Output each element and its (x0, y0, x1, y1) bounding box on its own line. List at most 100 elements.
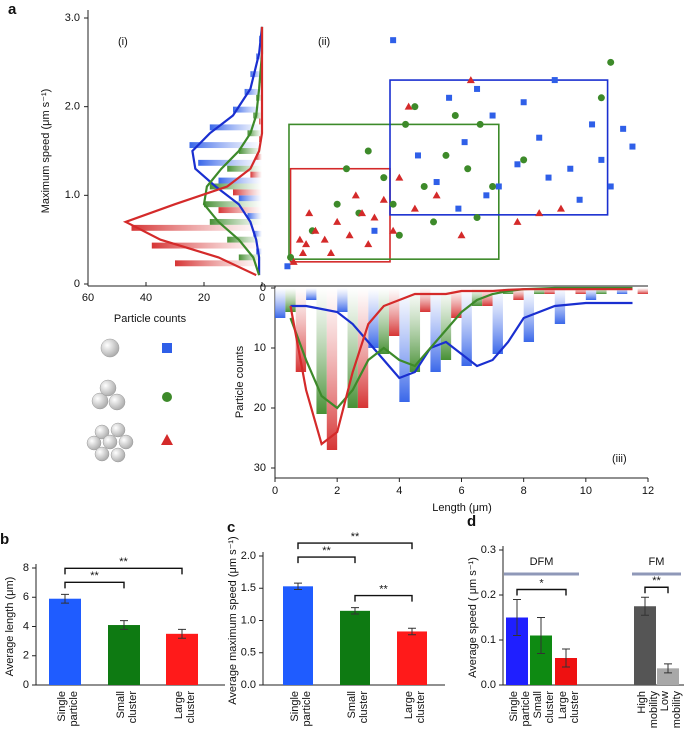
hist-bar (461, 288, 472, 366)
hist-bar (218, 177, 262, 184)
point (598, 156, 605, 163)
hist-bar (337, 288, 348, 312)
hist-bar (233, 189, 262, 196)
label-line: cluster (127, 691, 139, 727)
hist-bar (238, 195, 262, 202)
hist-bar (189, 142, 262, 149)
hist-bar (175, 260, 262, 267)
x-tick-label: Single particle (508, 691, 532, 730)
hist-bar (256, 153, 262, 160)
hist-bar (218, 207, 262, 214)
point (389, 200, 397, 208)
group-label: DFM (530, 556, 554, 568)
bar (108, 625, 140, 685)
sphere (118, 434, 134, 450)
fit-curve (202, 26, 264, 276)
point (302, 240, 311, 248)
fit-curve (191, 26, 264, 276)
legend-marker (162, 392, 172, 402)
x-tick-label: Large cluster (403, 691, 427, 727)
hist-bar (131, 224, 262, 231)
x-axis-label: Length (μm) (432, 502, 492, 514)
significance-bracket (64, 581, 125, 589)
point (342, 165, 350, 173)
hist-bar (227, 236, 262, 243)
y-tick-label: 0.0 (241, 679, 256, 691)
label-line: Single (56, 691, 68, 722)
point (514, 161, 521, 168)
hist-bar (227, 165, 262, 172)
hist-bar (378, 288, 389, 354)
point (430, 218, 438, 226)
hist-bar (233, 106, 262, 113)
bar (340, 610, 370, 685)
x-tick-label: Single particle (56, 691, 80, 730)
point (390, 37, 397, 44)
label-line: Small (115, 691, 127, 719)
hist-bar (326, 288, 338, 450)
y-tick-label: 0.0 (481, 679, 496, 691)
hist-bar (420, 288, 431, 312)
point (311, 226, 320, 234)
point (411, 103, 419, 111)
label-line: cluster (569, 691, 581, 727)
y-tick-label: 3.0 (65, 12, 80, 24)
point (410, 204, 419, 212)
x-tick-label: Large cluster (557, 691, 581, 727)
bar (657, 668, 679, 685)
label-line: Large (557, 691, 569, 719)
x-tick-label: High mobility (636, 691, 660, 732)
point (364, 147, 372, 155)
point (457, 231, 466, 239)
y-axis-label: Average length (μm) (4, 577, 16, 677)
y-tick-label: 4 (23, 620, 29, 632)
point (442, 151, 450, 159)
point (545, 174, 552, 181)
point (607, 58, 615, 66)
error-bar (294, 582, 302, 591)
hist-bar (247, 130, 262, 137)
y-tick-label: 2.0 (65, 101, 80, 113)
hist-bar (238, 148, 262, 154)
significance-label: ** (652, 575, 661, 587)
hist-bar (250, 171, 262, 178)
label-line: Single (289, 691, 301, 722)
x-tick-label: Low mobility (659, 691, 683, 732)
point (551, 77, 558, 84)
hist-bar (534, 288, 545, 294)
label-line: cluster (415, 691, 427, 727)
label-line: cluster (544, 691, 556, 727)
hist-bar (357, 288, 369, 408)
hist-bar (244, 88, 262, 95)
point (433, 179, 440, 186)
hist-bar (388, 288, 400, 336)
significance-bracket (644, 586, 669, 594)
point (466, 76, 475, 84)
x-tick-label: 2 (334, 485, 340, 497)
point (473, 214, 481, 221)
hist-bar (492, 288, 503, 354)
x-tick-label: Single particle (289, 691, 313, 730)
y-tick-label: 2.0 (241, 550, 256, 562)
point (371, 227, 378, 234)
y-tick-label: 0 (23, 679, 29, 691)
y-tick-label: 0.1 (481, 634, 496, 646)
y-tick-label: 1.0 (241, 614, 256, 626)
point (389, 226, 398, 234)
point (461, 139, 468, 146)
significance-label: ** (351, 531, 360, 543)
x-tick-label: 40 (140, 292, 152, 304)
y-axis-label: Particle counts (234, 345, 246, 418)
error-bar (664, 663, 672, 674)
point (305, 209, 314, 217)
hist-bar (637, 288, 648, 294)
point (287, 253, 295, 261)
point (607, 183, 614, 190)
point (489, 182, 497, 190)
point (358, 209, 367, 217)
bar (530, 635, 552, 685)
subplot-label: (ii) (318, 36, 330, 48)
legend-marker (162, 343, 172, 353)
hist-bar (544, 288, 555, 294)
hist-bar (616, 288, 628, 294)
